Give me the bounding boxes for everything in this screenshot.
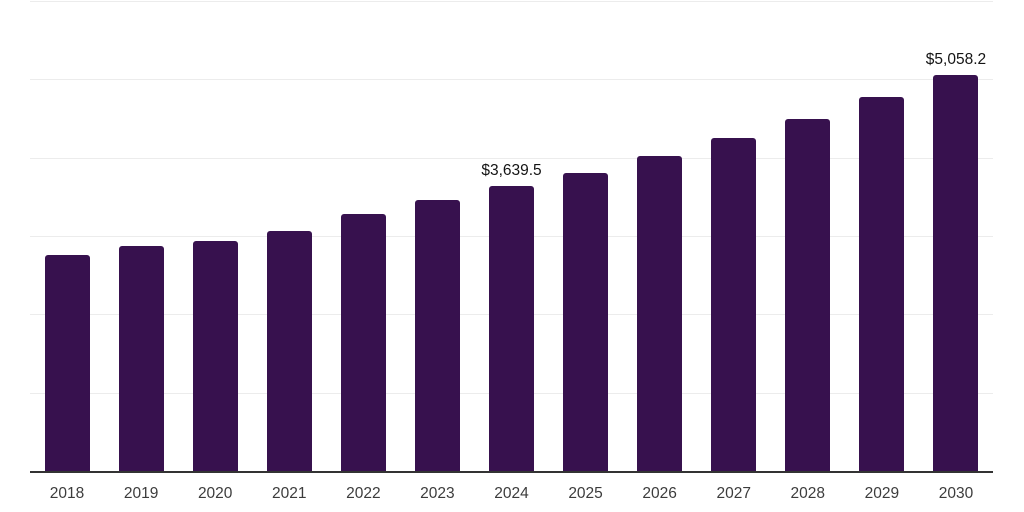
bar-2029	[859, 96, 905, 471]
x-tick-label-2024: 2024	[494, 485, 529, 502]
bar-2023	[414, 199, 460, 471]
bar-2026	[637, 156, 683, 471]
bar-2025	[563, 172, 609, 471]
x-tick-label-2018: 2018	[49, 485, 85, 502]
x-tick-label-2019: 2019	[123, 485, 159, 502]
bar-2019	[118, 246, 164, 471]
x-tick-label-2029: 2029	[864, 485, 900, 502]
bar-2027	[711, 138, 757, 471]
x-tick-label-2027: 2027	[716, 485, 751, 502]
bar-2024	[489, 185, 534, 471]
x-tick-label-2028: 2028	[790, 485, 826, 502]
x-tick-label-2023: 2023	[420, 485, 455, 502]
bar-2018	[44, 255, 90, 471]
bar-2022	[340, 214, 386, 471]
gridline	[30, 79, 993, 81]
bar-value-label-2030: $5,058.2	[925, 50, 987, 68]
x-tick-label-2020: 2020	[197, 485, 233, 502]
x-tick-label-2026: 2026	[642, 485, 677, 502]
x-tick-label-2030: 2030	[938, 485, 974, 502]
bar-2021	[266, 230, 312, 471]
bar-value-label-2024: $3,639.5	[481, 161, 542, 179]
gridline	[30, 0, 993, 2]
x-tick-label-2022: 2022	[346, 485, 381, 502]
x-tick-label-2021: 2021	[272, 485, 307, 502]
bar-2020	[192, 240, 238, 471]
bar-2030	[933, 74, 979, 471]
gridline	[30, 157, 993, 159]
x-tick-label-2025: 2025	[568, 485, 603, 502]
x-axis-line	[30, 471, 993, 473]
bar-2028	[785, 118, 831, 471]
